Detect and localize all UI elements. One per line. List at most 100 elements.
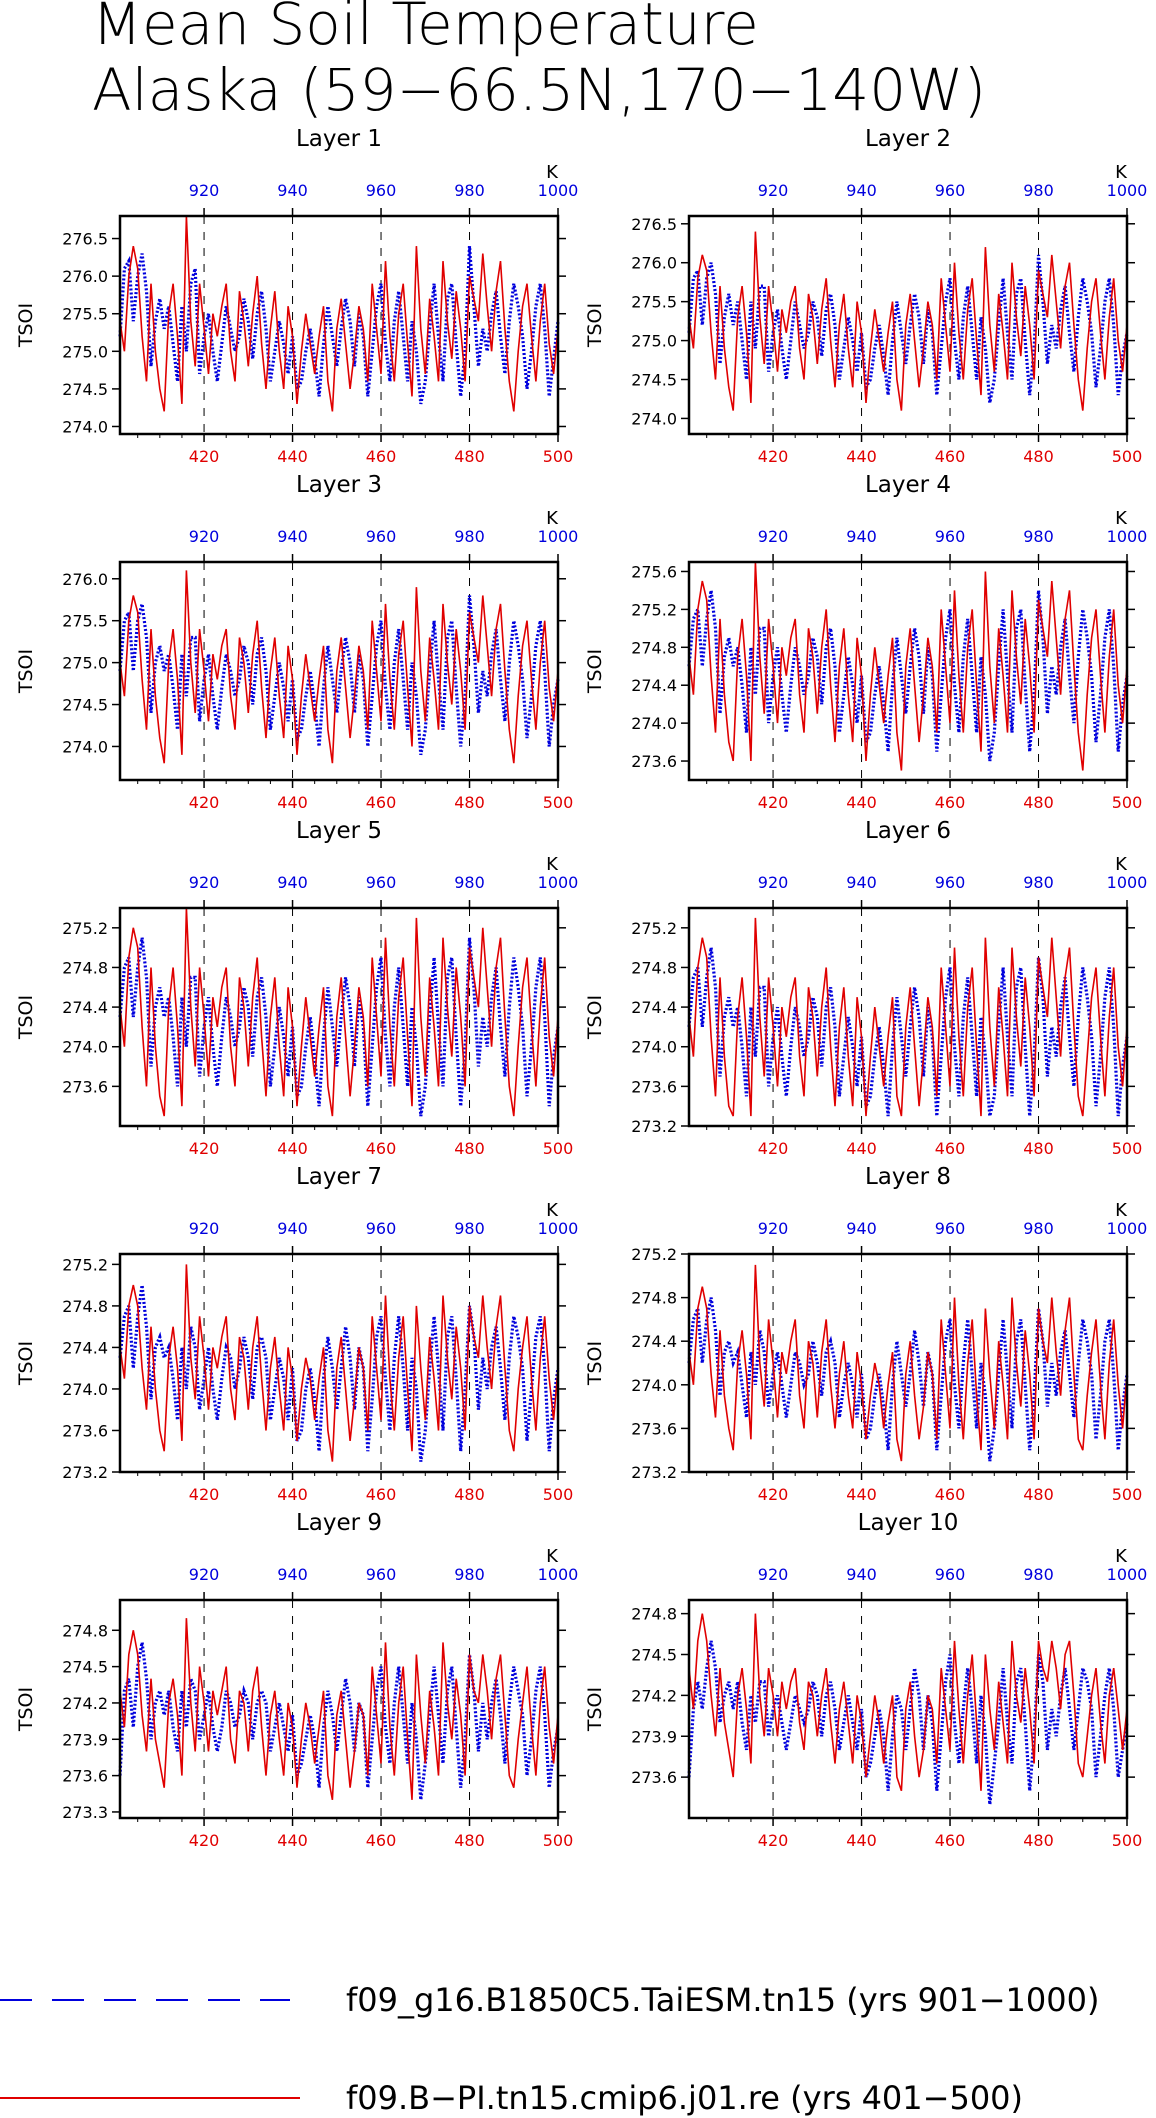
top-tick-label: 940	[277, 1219, 308, 1238]
bottom-tick-label: 420	[758, 1139, 789, 1158]
bottom-tick-label: 500	[1112, 1485, 1143, 1504]
series-taiesm-line	[118, 595, 560, 756]
top-axis-unit: K	[546, 508, 559, 529]
bottom-tick-label: 420	[189, 1485, 220, 1504]
top-tick-label: 920	[758, 181, 789, 200]
bottom-tick-label: 500	[543, 1485, 574, 1504]
y-axis-label: TSOI	[15, 995, 37, 1040]
panel-title: Layer 3	[296, 472, 382, 498]
panel-title: Layer 10	[858, 1510, 959, 1536]
top-tick-label: 940	[846, 181, 877, 200]
bottom-tick-label: 420	[189, 1139, 220, 1158]
top-tick-label: 980	[1023, 181, 1054, 200]
top-tick-label: 920	[189, 181, 220, 200]
series-taiesm-line	[118, 1642, 560, 1800]
top-axis-unit: K	[546, 854, 559, 875]
top-tick-label: 1000	[1107, 873, 1148, 892]
bottom-tick-label: 500	[543, 1831, 574, 1850]
bottom-tick-label: 500	[543, 447, 574, 466]
bottom-tick-label: 480	[454, 1485, 485, 1504]
top-tick-label: 920	[758, 1565, 789, 1584]
top-tick-label: 940	[846, 1565, 877, 1584]
bottom-tick-label: 440	[277, 793, 308, 812]
series-cmip6-line	[688, 1613, 1128, 1792]
panel-title: Layer 7	[296, 1164, 382, 1190]
panel-title: Layer 1	[296, 126, 382, 152]
plot-frame	[687, 1598, 1129, 1820]
top-tick-label: 1000	[538, 1565, 579, 1584]
y-tick-label: 275.2	[631, 600, 677, 619]
series-taiesm-line	[118, 1284, 560, 1462]
top-tick-label: 960	[935, 1565, 966, 1584]
top-tick-label: 940	[277, 181, 308, 200]
top-axis-unit: K	[1115, 1546, 1128, 1567]
top-tick-label: 960	[366, 873, 397, 892]
y-tick-label: 274.0	[631, 714, 677, 733]
panel-title: Layer 9	[296, 1510, 382, 1536]
panel-layer-10: Layer 10 420 440 460 480 500 920 940 960 980 1000K…	[584, 1510, 1147, 1850]
y-axis-label: TSOI	[15, 649, 37, 694]
top-tick-label: 920	[189, 527, 220, 546]
bottom-tick-label: 440	[846, 1139, 877, 1158]
bottom-tick-label: 480	[454, 447, 485, 466]
y-tick-label: 273.2	[631, 1463, 677, 1482]
top-axis-unit: K	[546, 1200, 559, 1221]
bottom-tick-label: 440	[846, 447, 877, 466]
bottom-tick-label: 440	[846, 793, 877, 812]
y-tick-label: 274.8	[631, 638, 677, 657]
bottom-tick-label: 420	[758, 1485, 789, 1504]
y-tick-label: 274.8	[62, 1621, 108, 1640]
top-tick-label: 960	[935, 873, 966, 892]
plot-frame	[118, 214, 560, 436]
top-tick-label: 980	[454, 181, 485, 200]
chart-title-line-2: Alaska (59−66.5N,170−140W)	[92, 56, 986, 124]
y-tick-label: 275.2	[631, 1245, 677, 1264]
y-tick-label: 273.6	[631, 1419, 677, 1438]
top-tick-label: 960	[935, 527, 966, 546]
bottom-tick-label: 460	[366, 1831, 397, 1850]
y-tick-label: 274.8	[631, 958, 677, 977]
y-tick-label: 274.8	[62, 958, 108, 977]
bottom-tick-label: 460	[935, 1831, 966, 1850]
bottom-tick-label: 500	[1112, 1139, 1143, 1158]
plot-frame	[687, 1252, 1129, 1474]
top-tick-label: 940	[277, 873, 308, 892]
bottom-tick-label: 440	[277, 447, 308, 466]
series-taiesm-line	[118, 937, 560, 1117]
bottom-tick-label: 440	[846, 1485, 877, 1504]
y-tick-label: 274.0	[62, 1038, 108, 1057]
series-cmip6-line	[688, 917, 1128, 1117]
panel-title: Layer 6	[865, 818, 951, 844]
series-cmip6-line	[119, 1264, 559, 1462]
top-tick-label: 920	[758, 873, 789, 892]
top-tick-label: 1000	[538, 181, 579, 200]
top-tick-label: 960	[935, 181, 966, 200]
bottom-tick-label: 440	[846, 1831, 877, 1850]
y-tick-label: 274.8	[631, 1605, 677, 1624]
series-taiesm-line	[687, 254, 1129, 404]
top-tick-label: 980	[454, 873, 485, 892]
top-axis-unit: K	[546, 162, 559, 183]
y-axis-label: TSOI	[15, 303, 37, 348]
top-tick-label: 940	[846, 1219, 877, 1238]
top-tick-label: 920	[758, 527, 789, 546]
top-tick-label: 920	[189, 1219, 220, 1238]
bottom-tick-label: 460	[366, 447, 397, 466]
top-tick-label: 1000	[538, 527, 579, 546]
top-tick-label: 1000	[538, 1219, 579, 1238]
top-tick-label: 980	[1023, 1565, 1054, 1584]
y-tick-label: 273.3	[62, 1803, 108, 1822]
top-tick-label: 960	[935, 1219, 966, 1238]
bottom-tick-label: 500	[1112, 793, 1143, 812]
bottom-tick-label: 460	[935, 793, 966, 812]
y-tick-label: 274.5	[631, 371, 677, 390]
legend-label-taiesm: f09_g16.B1850C5.TaiESM.tn15 (yrs 901−100…	[346, 1981, 1099, 2019]
y-tick-label: 275.5	[62, 612, 108, 631]
y-tick-label: 274.5	[62, 380, 108, 399]
bottom-tick-label: 480	[1023, 1831, 1054, 1850]
